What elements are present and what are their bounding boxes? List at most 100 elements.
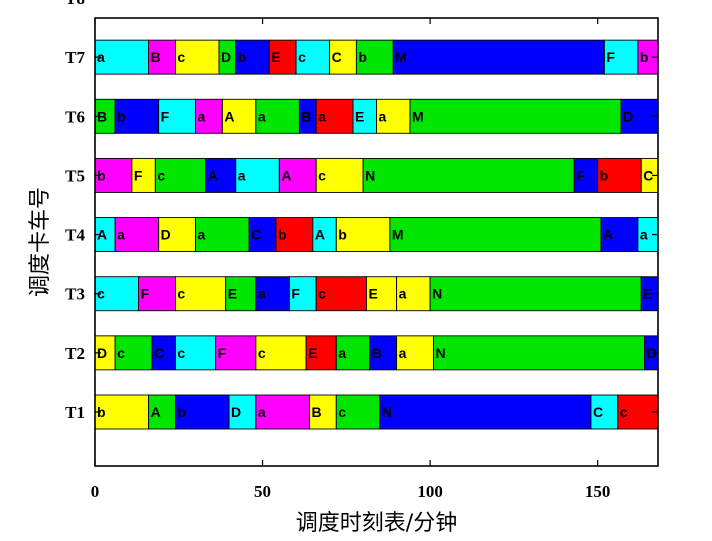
y-tick-label: T8 [65, 0, 85, 8]
gantt-segment [114, 335, 153, 371]
segment-label: a [198, 227, 206, 243]
gantt-segment [429, 276, 642, 312]
segment-label: A [603, 227, 613, 243]
segment-label: b [97, 404, 106, 420]
segment-label: A [281, 167, 291, 183]
segment-label: F [161, 108, 170, 124]
gantt-segment [235, 39, 270, 75]
segment-label: E [643, 286, 652, 302]
x-axis-title: 调度时刻表/分钟 [296, 511, 457, 536]
gantt-segment [174, 39, 220, 75]
gantt-segment [248, 217, 277, 253]
segment-label: c [318, 167, 326, 183]
segment-label: B [311, 404, 321, 420]
segment-label: a [238, 167, 246, 183]
segment-label: a [338, 345, 346, 361]
y-tick-label: T2 [65, 344, 85, 363]
gantt-segment [288, 276, 317, 312]
segment-label: B [151, 49, 161, 65]
segment-label: c [620, 404, 628, 420]
segment-label: M [392, 227, 404, 243]
x-tick-label: 150 [585, 482, 611, 501]
gantt-segment [215, 335, 257, 371]
gantt-segment [600, 217, 639, 253]
gantt-segment [94, 394, 150, 430]
segment-label: D [161, 227, 171, 243]
gantt-segment [235, 157, 280, 193]
gantt-segment [620, 98, 659, 134]
segment-label: b [600, 167, 609, 183]
segment-label: M [412, 108, 424, 124]
gantt-segment [148, 39, 176, 75]
y-tick-label: T6 [65, 107, 85, 126]
segment-label: b [338, 227, 347, 243]
gantt-segment [433, 335, 646, 371]
segment-label: B [372, 345, 382, 361]
segment-label: M [395, 49, 407, 65]
segment-label: c [318, 286, 326, 302]
y-axis-ticks: T1 T2 T3 T4 T5 T6 T7 T8 [65, 0, 658, 422]
segment-label: E [308, 345, 317, 361]
segment-label: B [301, 108, 311, 124]
segment-label: N [382, 404, 392, 420]
y-tick-label: T1 [65, 403, 85, 422]
segment-label: D [623, 108, 633, 124]
gantt-segment [315, 157, 364, 193]
gantt-segment [389, 217, 602, 253]
segment-label: E [368, 286, 377, 302]
gantt-segment [329, 39, 357, 75]
segment-label: A [208, 167, 218, 183]
gantt-segment [315, 98, 354, 134]
y-tick-label: T7 [65, 48, 85, 67]
segment-label: A [315, 227, 325, 243]
segment-label: A [97, 227, 107, 243]
segment-label: F [576, 167, 585, 183]
gantt-segment [335, 394, 381, 430]
x-tick-label: 50 [254, 482, 271, 501]
gantt-segment [94, 39, 150, 75]
segment-label: a [258, 108, 266, 124]
segment-label: D [647, 345, 657, 361]
segment-label: a [640, 227, 648, 243]
gantt-segment [392, 39, 605, 75]
gantt-segment [355, 39, 394, 75]
segment-label: c [298, 49, 306, 65]
segment-label: a [399, 345, 407, 361]
segment-label: C [643, 167, 653, 183]
segment-label: B [97, 108, 107, 124]
gantt-segment [369, 335, 398, 371]
segment-label: c [258, 345, 266, 361]
segment-label: b [278, 227, 287, 243]
segment-label: C [593, 404, 603, 420]
segment-label: c [338, 404, 346, 420]
segment-label: c [117, 345, 125, 361]
axes-frame [94, 17, 659, 467]
segment-label: N [432, 286, 442, 302]
segment-label: b [640, 49, 649, 65]
segment-label: a [117, 227, 125, 243]
segment-label: F [134, 167, 143, 183]
segment-label: a [258, 286, 266, 302]
segment-label: F [218, 345, 227, 361]
gantt-segment [409, 98, 622, 134]
gantt-segment [158, 98, 196, 134]
segment-label: A [151, 404, 161, 420]
gantt-segment [305, 335, 337, 371]
gantt-segment [195, 217, 250, 253]
gantt-segment [114, 217, 160, 253]
gantt-segment [379, 394, 592, 430]
segment-label: C [251, 227, 261, 243]
segment-label: C [154, 345, 164, 361]
segment-label: b [358, 49, 367, 65]
gantt-segment [221, 98, 257, 134]
gantt-segment [396, 276, 431, 312]
segment-label: c [177, 49, 185, 65]
segment-label: a [258, 404, 266, 420]
segment-label: E [228, 286, 237, 302]
gantt-segment [335, 217, 391, 253]
